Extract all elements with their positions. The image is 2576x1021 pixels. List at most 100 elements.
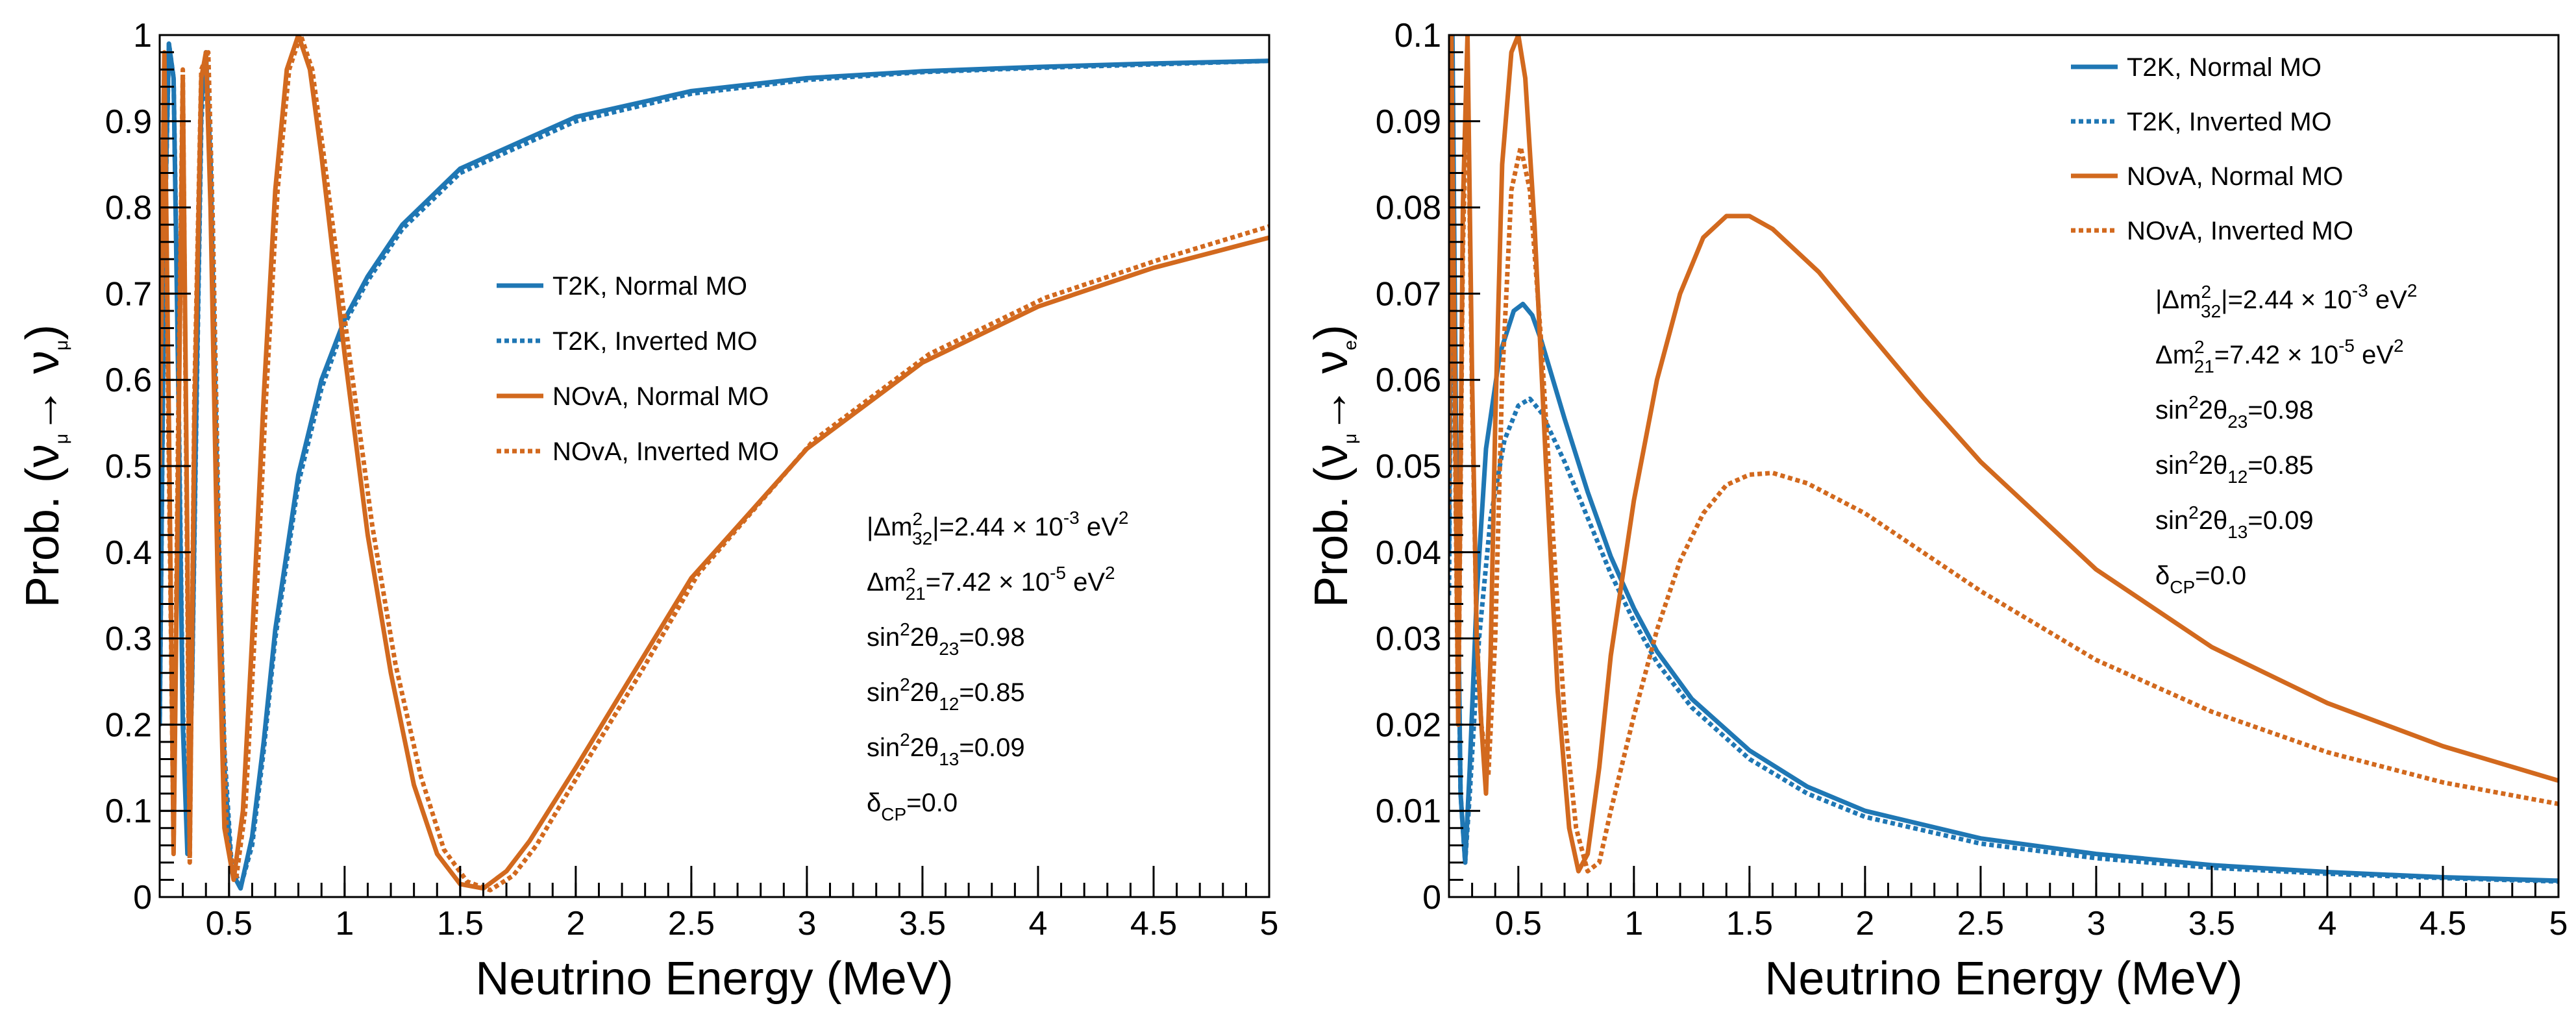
- parameter-subscript: 13: [939, 749, 959, 769]
- x-tick-label: 4: [2318, 905, 2336, 942]
- parameter-exponent: -3: [2352, 280, 2368, 301]
- parameter-symbol: sin: [2155, 451, 2188, 480]
- parameter-line: sin22θ23=0.98: [2155, 392, 2314, 432]
- parameter-value: =7.42 × 10: [926, 568, 1050, 597]
- parameter-superscript: 2: [900, 619, 910, 639]
- parameter-unit-exponent: 2: [2407, 280, 2418, 301]
- y-tick-label: 0.1: [105, 793, 152, 830]
- parameter-exponent: -5: [1050, 563, 1066, 583]
- parameter-subscript: 21: [906, 584, 926, 604]
- y-title-initial-flavor: μ: [51, 434, 71, 444]
- panel-nue-appearance: 0.5 1 1.5 2 2.5 3 3.5 4 4.5 5 0 0.01 0.02 0.03 0.04 0.0…: [1306, 17, 2568, 1005]
- legend-label: NOvA, Normal MO: [552, 382, 769, 411]
- x-tick-label: 1: [1624, 905, 1643, 942]
- y-tick-label: 0.4: [105, 534, 152, 572]
- x-tick-label: 5: [1260, 905, 1279, 942]
- parameter-subscript: 12: [939, 694, 959, 714]
- parameter-subscript: 12: [2227, 467, 2248, 487]
- y-tick-label: 0.01: [1376, 793, 1441, 830]
- parameter-symbol: Δm: [2155, 341, 2194, 369]
- parameter-angle: 2θ: [910, 678, 939, 707]
- x-tick-label: 4.5: [1130, 905, 1177, 942]
- parameter-unit: eV: [2368, 286, 2407, 314]
- parameter-value: =7.42 × 10: [2214, 341, 2338, 369]
- parameter-symbol: δ: [2155, 561, 2170, 590]
- legend-label: T2K, Inverted MO: [552, 327, 758, 356]
- x-tick-label: 3: [797, 905, 816, 942]
- parameter-value: =0.85: [959, 678, 1024, 707]
- x-tick-label: 4: [1028, 905, 1047, 942]
- parameter-unit: eV: [2355, 341, 2394, 369]
- parameter-superscript: 2: [2188, 502, 2199, 523]
- x-tick-label: 2: [1855, 905, 1874, 942]
- x-tick-label: 2: [566, 905, 585, 942]
- legend-label: T2K, Normal MO: [552, 272, 747, 301]
- panel-numu-disappearance: 0.5 1 1.5 2 2.5 3 3.5 4 4.5 5 0 0.1 0.2 0.3 0.4 0.5 0.6 0…: [17, 17, 1278, 1005]
- parameter-subscript: 32: [912, 528, 932, 548]
- y-tick-label: 0.08: [1376, 190, 1441, 227]
- parameter-value: =0.09: [2248, 506, 2313, 535]
- parameter-unit: eV: [1066, 568, 1105, 597]
- x-tick-label: 0.5: [206, 905, 253, 942]
- parameter-subscript: 21: [2194, 356, 2214, 376]
- parameter-angle: 2θ: [2199, 506, 2228, 535]
- parameter-exponent: -3: [1063, 508, 1080, 528]
- parameter-angle: 2θ: [2199, 451, 2228, 480]
- x-tick-label: 3.5: [899, 905, 946, 942]
- series-group: [160, 35, 1269, 892]
- parameter-line: Δm2 21=7.42 × 10-5 eV2: [867, 563, 1115, 604]
- parameter-angle: 2θ: [2199, 396, 2228, 424]
- y-tick-label: 0.5: [105, 448, 152, 486]
- parameter-subscript: CP: [881, 804, 906, 824]
- y-tick-label: 0.09: [1376, 103, 1441, 141]
- parameter-subscript: 23: [2227, 412, 2248, 432]
- parameter-unit-exponent: 2: [1119, 508, 1129, 528]
- y-tick-label: 0.2: [105, 706, 152, 744]
- parameter-line: |Δm2 32|=2.44 × 10-3 eV2: [867, 508, 1128, 548]
- parameter-line: δCP=0.0: [867, 789, 958, 824]
- series-line-t2k-normal: [160, 41, 1269, 891]
- legend-label: NOvA, Normal MO: [2127, 162, 2343, 191]
- parameter-angle: 2θ: [910, 623, 939, 652]
- parameter-superscript: 2: [900, 730, 910, 750]
- parameter-line: sin22θ23=0.98: [867, 619, 1025, 659]
- x-tick-label: 0.5: [1495, 905, 1542, 942]
- x-tick-label: 5: [2549, 905, 2568, 942]
- parameter-line: sin22θ13=0.09: [2155, 502, 2314, 542]
- legend: T2K, Normal MO T2K, Inverted MO NOvA, Norm…: [2071, 53, 2353, 245]
- x-tick-label: 1.5: [437, 905, 484, 942]
- y-tick-label: 0.04: [1376, 534, 1441, 572]
- parameter-symbol: sin: [2155, 506, 2188, 535]
- x-tick-label: 4.5: [2420, 905, 2466, 942]
- parameter-superscript: 2: [2188, 392, 2199, 412]
- y-title-prefix: Prob. (: [1306, 467, 1357, 608]
- parameter-symbol: sin: [2155, 396, 2188, 424]
- y-title-nu-final: ν: [1306, 351, 1357, 374]
- y-tick-label: 0.1: [1394, 17, 1441, 55]
- legend-label: NOvA, Inverted MO: [2127, 217, 2353, 245]
- parameter-superscript: 2: [2201, 282, 2211, 302]
- y-tick-label: 0.05: [1376, 448, 1441, 486]
- legend: T2K, Normal MO T2K, Inverted MO NOvA, Norm…: [497, 272, 779, 466]
- parameter-line: sin22θ13=0.09: [867, 730, 1025, 769]
- parameter-superscript: 2: [2194, 337, 2205, 357]
- y-title-arrow: →: [17, 374, 69, 434]
- legend-label: T2K, Inverted MO: [2127, 108, 2332, 136]
- parameter-subscript: 23: [939, 639, 959, 659]
- parameter-unit: eV: [1080, 513, 1119, 541]
- x-tick-label: 1.5: [1726, 905, 1773, 942]
- series-line-t2k-inverted: [160, 41, 1269, 889]
- parameter-value: =0.98: [2248, 396, 2313, 424]
- y-tick-label: 0.02: [1376, 706, 1441, 744]
- y-tick-label: 0: [133, 879, 152, 916]
- y-tick-label: 0.03: [1376, 621, 1441, 658]
- parameter-symbol: sin: [867, 733, 900, 762]
- parameter-symbol: sin: [867, 623, 900, 652]
- parameter-line: |Δm2 32|=2.44 × 10-3 eV2: [2155, 280, 2417, 321]
- y-tick-label: 0.3: [105, 621, 152, 658]
- parameter-exponent: -5: [2338, 336, 2355, 356]
- parameter-superscript: 2: [2188, 447, 2199, 467]
